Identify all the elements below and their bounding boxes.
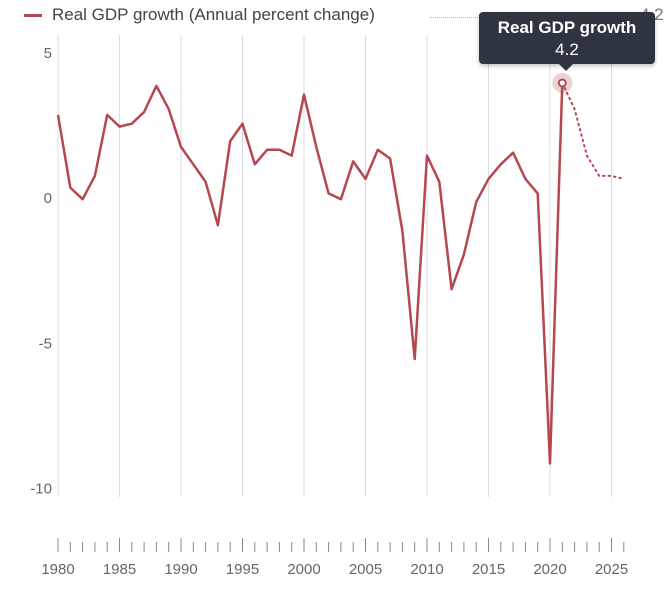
grid-lines [57,35,612,497]
data-point[interactable] [102,110,112,120]
series-line-projection [561,82,625,180]
highlight-marker[interactable] [552,72,573,93]
data-point[interactable] [324,188,334,198]
data-point[interactable] [151,81,161,91]
data-point[interactable] [397,226,407,236]
data-point[interactable] [213,220,223,230]
data-point[interactable] [250,159,260,169]
data-point[interactable] [422,151,432,161]
y-tick-label: -5 [39,335,52,352]
data-point[interactable] [225,136,235,146]
tooltip-arrow [559,64,573,71]
y-tick-label: 5 [44,45,52,62]
x-tick-label: 1985 [103,561,136,578]
x-tick-label: 2010 [410,561,443,578]
x-tick-label: 1990 [164,561,197,578]
data-point[interactable] [238,119,248,129]
data-point[interactable] [274,145,284,155]
data-point[interactable] [373,145,383,155]
data-point[interactable] [201,177,211,187]
data-point[interactable] [361,174,371,184]
data-point[interactable] [176,142,186,152]
data-point[interactable] [53,110,63,120]
x-tick-label: 2020 [533,561,566,578]
data-point[interactable] [520,174,530,184]
legend-label: Real GDP growth (Annual percent change) [52,5,375,24]
data-point[interactable] [65,183,75,193]
y-tick-label: -10 [30,481,52,498]
data-point[interactable] [336,194,346,204]
x-tick-label: 1980 [41,561,74,578]
data-point[interactable] [262,145,272,155]
data-point[interactable] [287,151,297,161]
x-tick-label: 2000 [287,561,320,578]
legend-swatch [24,13,42,17]
data-point[interactable] [311,142,321,152]
x-tick-label: 2005 [349,561,382,578]
data-point[interactable] [545,459,555,469]
data-point[interactable] [496,159,506,169]
data-point[interactable] [484,174,494,184]
series-line-actual [56,82,564,465]
highlight-point[interactable] [557,78,567,88]
data-point[interactable] [127,119,137,129]
data-point[interactable] [471,197,481,207]
tooltip: Real GDP growth 4.2 [479,12,655,71]
y-tick-label: 0 [44,190,52,207]
data-point[interactable] [434,177,444,187]
data-point[interactable] [115,122,125,132]
data-point[interactable] [164,104,174,114]
x-tick-label: 1995 [226,561,259,578]
y-axis-ticks: 5 0 -5 -10 [30,45,52,498]
x-tick-label: 2015 [472,561,505,578]
data-point[interactable] [459,249,469,259]
legend[interactable]: Real GDP growth (Annual percent change) [24,5,375,25]
data-point[interactable] [139,107,149,117]
data-point[interactable] [508,148,518,158]
tooltip-value: 4.2 [555,40,579,59]
x-axis: 1980 1985 1990 1995 2000 2005 2010 2015 2020 2025 [41,538,628,578]
data-point[interactable] [348,156,358,166]
data-point[interactable] [78,194,88,204]
data-point[interactable] [188,159,198,169]
tooltip-title: Real GDP growth [497,18,637,37]
data-point[interactable] [385,154,395,164]
data-point[interactable] [447,284,457,294]
data-point[interactable] [410,354,420,364]
data-point[interactable] [90,171,100,181]
data-point[interactable] [299,90,309,100]
data-point[interactable] [533,188,543,198]
x-tick-label: 2025 [595,561,628,578]
series-real-gdp-growth [53,81,625,469]
